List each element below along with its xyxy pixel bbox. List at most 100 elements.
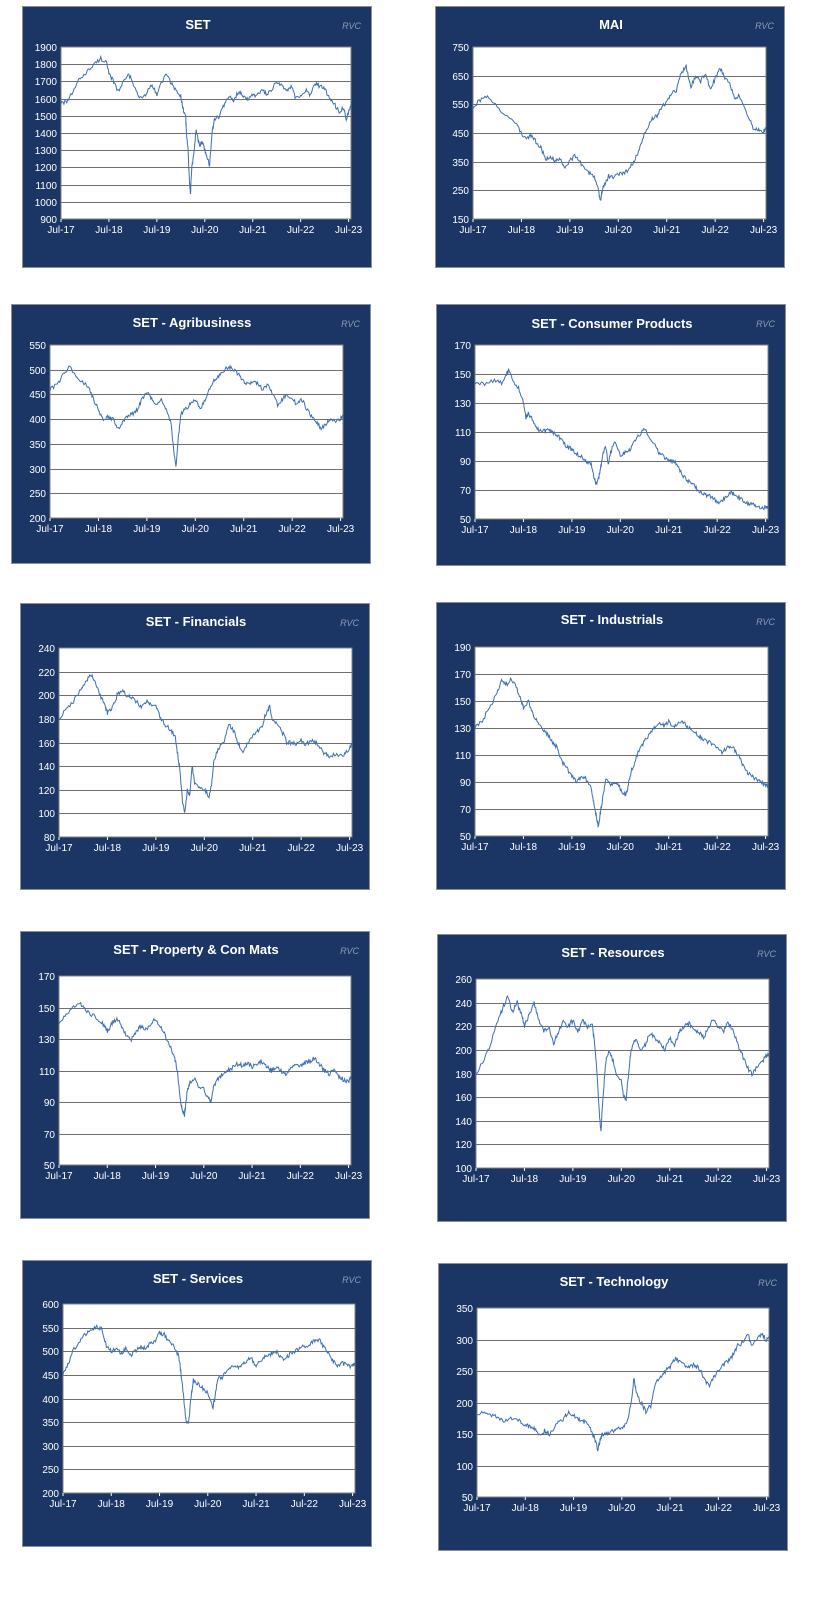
chart-svg: SET - Services RVC 200 250 300 350 400 450 500 55… bbox=[42, 1271, 366, 1510]
chart-title: SET - Resources bbox=[561, 945, 664, 960]
x-tick-label: Jul-23 bbox=[752, 525, 780, 536]
series-line bbox=[474, 368, 769, 511]
y-tick-label: 90 bbox=[460, 457, 472, 468]
x-tick-label: Jul-17 bbox=[49, 1499, 77, 1510]
plot-area bbox=[58, 975, 352, 1166]
chart-watermark: RVC bbox=[342, 21, 361, 31]
x-tick-label: Jul-19 bbox=[559, 1174, 587, 1185]
chart-svg: SET - Consumer Products RVC 50 70 90 110 130 15… bbox=[454, 316, 780, 536]
y-tick-label: 200 bbox=[455, 1046, 472, 1057]
series-line bbox=[58, 673, 353, 814]
x-tick-label: Jul-21 bbox=[655, 525, 683, 536]
chart-watermark: RVC bbox=[340, 618, 359, 628]
chart-watermark: RVC bbox=[757, 949, 776, 959]
x-tick-label: Jul-20 bbox=[194, 1499, 222, 1510]
plot-area bbox=[62, 1303, 356, 1494]
y-tick-label: 50 bbox=[44, 1161, 56, 1172]
plot-area bbox=[476, 1307, 770, 1498]
y-tick-label: 110 bbox=[39, 1067, 55, 1078]
y-tick-label: 190 bbox=[454, 643, 471, 654]
y-tick-label: 250 bbox=[452, 186, 469, 197]
y-tick-label: 50 bbox=[460, 832, 472, 843]
y-tick-label: 400 bbox=[29, 415, 46, 426]
chart-title: SET - Consumer Products bbox=[531, 316, 692, 331]
y-tick-label: 550 bbox=[42, 1324, 59, 1335]
x-tick-label: Jul-20 bbox=[190, 1171, 218, 1182]
y-tick-label: 150 bbox=[452, 215, 469, 226]
y-tick-label: 150 bbox=[454, 697, 471, 708]
x-tick-label: Jul-17 bbox=[459, 225, 487, 236]
y-tick-label: 200 bbox=[38, 691, 55, 702]
y-tick-label: 250 bbox=[456, 1367, 473, 1378]
x-tick-label: Jul-19 bbox=[142, 1171, 170, 1182]
x-tick-label: Jul-23 bbox=[752, 842, 780, 853]
x-tick-label: Jul-23 bbox=[327, 524, 355, 535]
chart-watermark: RVC bbox=[341, 319, 360, 329]
y-tick-label: 150 bbox=[454, 370, 471, 381]
chart-panel-set: SET RVC 900 1000 1100 1200 1300 1400 1500 1600 170… bbox=[22, 6, 372, 268]
y-tick-label: 550 bbox=[29, 341, 46, 352]
y-tick-label: 1800 bbox=[35, 60, 58, 71]
x-tick-label: Jul-19 bbox=[133, 524, 161, 535]
series-line bbox=[475, 995, 770, 1132]
y-tick-label: 240 bbox=[38, 644, 55, 655]
y-tick-label: 140 bbox=[455, 1117, 472, 1128]
x-tick-label: Jul-18 bbox=[95, 225, 123, 236]
y-tick-label: 130 bbox=[454, 724, 471, 735]
chart-svg: SET - Agribusiness RVC 200 250 300 350 400 450 5… bbox=[29, 315, 360, 535]
x-tick-label: Jul-19 bbox=[142, 843, 170, 854]
chart-panel-resources: SET - Resources RVC 100 120 140 160 180 200 220 2… bbox=[437, 934, 787, 1222]
x-tick-label: Jul-17 bbox=[463, 1503, 491, 1514]
x-tick-label: Jul-20 bbox=[182, 524, 210, 535]
chart-panel-technology: SET - Technology RVC 50 100 150 200 250 300 350 J… bbox=[438, 1263, 788, 1551]
x-tick-label: Jul-17 bbox=[45, 1171, 73, 1182]
y-tick-label: 1200 bbox=[35, 163, 58, 174]
chart-title: MAI bbox=[599, 17, 623, 32]
y-tick-label: 350 bbox=[42, 1418, 59, 1429]
y-tick-label: 1900 bbox=[35, 43, 58, 54]
x-tick-label: Jul-22 bbox=[704, 842, 732, 853]
x-tick-label: Jul-17 bbox=[36, 524, 64, 535]
chart-svg: SET RVC 900 1000 1100 1200 1300 1400 1500 1600 170… bbox=[35, 17, 363, 236]
y-tick-label: 80 bbox=[44, 833, 56, 844]
x-tick-label: Jul-22 bbox=[287, 1171, 315, 1182]
x-tick-label: Jul-20 bbox=[191, 225, 219, 236]
y-tick-label: 450 bbox=[452, 129, 469, 140]
x-tick-label: Jul-18 bbox=[511, 1174, 539, 1185]
y-tick-label: 120 bbox=[455, 1140, 472, 1151]
x-tick-label: Jul-20 bbox=[607, 525, 635, 536]
chart-panel-mai: MAI RVC 150 250 350 450 550 650 750 Jul-17 Jul-18 J… bbox=[435, 6, 785, 268]
chart-title: SET - Financials bbox=[146, 614, 246, 629]
chart-svg: SET - Resources RVC 100 120 140 160 180 200 220 2… bbox=[455, 945, 780, 1185]
x-tick-label: Jul-21 bbox=[242, 1499, 270, 1510]
x-tick-label: Jul-22 bbox=[287, 225, 315, 236]
y-tick-label: 100 bbox=[38, 809, 55, 820]
x-tick-label: Jul-19 bbox=[556, 225, 584, 236]
y-tick-label: 110 bbox=[455, 428, 471, 439]
y-tick-label: 150 bbox=[456, 1430, 473, 1441]
chart-svg: SET - Financials RVC 80 100 120 140 160 180 200 2… bbox=[38, 614, 363, 854]
chart-title: SET - Property & Con Mats bbox=[113, 942, 278, 957]
x-tick-label: Jul-17 bbox=[47, 225, 75, 236]
x-tick-label: Jul-20 bbox=[607, 842, 635, 853]
y-tick-label: 1400 bbox=[35, 129, 58, 140]
y-tick-label: 130 bbox=[454, 399, 471, 410]
plot-area bbox=[49, 344, 344, 519]
y-tick-label: 200 bbox=[29, 514, 46, 525]
chart-svg: MAI RVC 150 250 350 450 550 650 750 Jul-17 Jul-18 J… bbox=[452, 17, 778, 236]
chart-panel-consumer-products: SET - Consumer Products RVC 50 70 90 110 130 15… bbox=[436, 304, 786, 566]
x-tick-label: Jul-22 bbox=[705, 1174, 733, 1185]
chart-title: SET - Technology bbox=[560, 1274, 670, 1289]
x-tick-label: Jul-23 bbox=[753, 1503, 781, 1514]
plot-area bbox=[475, 978, 770, 1169]
x-tick-label: Jul-23 bbox=[750, 225, 778, 236]
y-tick-label: 350 bbox=[29, 440, 46, 451]
series-line bbox=[474, 676, 769, 828]
x-tick-label: Jul-21 bbox=[238, 1171, 266, 1182]
x-tick-label: Jul-19 bbox=[143, 225, 171, 236]
x-tick-label: Jul-18 bbox=[510, 842, 538, 853]
chart-panel-industrials: SET - Industrials RVC 50 70 90 110 130 150 170 19… bbox=[436, 602, 786, 890]
y-tick-label: 450 bbox=[29, 390, 46, 401]
y-tick-label: 120 bbox=[38, 786, 55, 797]
chart-title: SET - Agribusiness bbox=[133, 315, 252, 330]
